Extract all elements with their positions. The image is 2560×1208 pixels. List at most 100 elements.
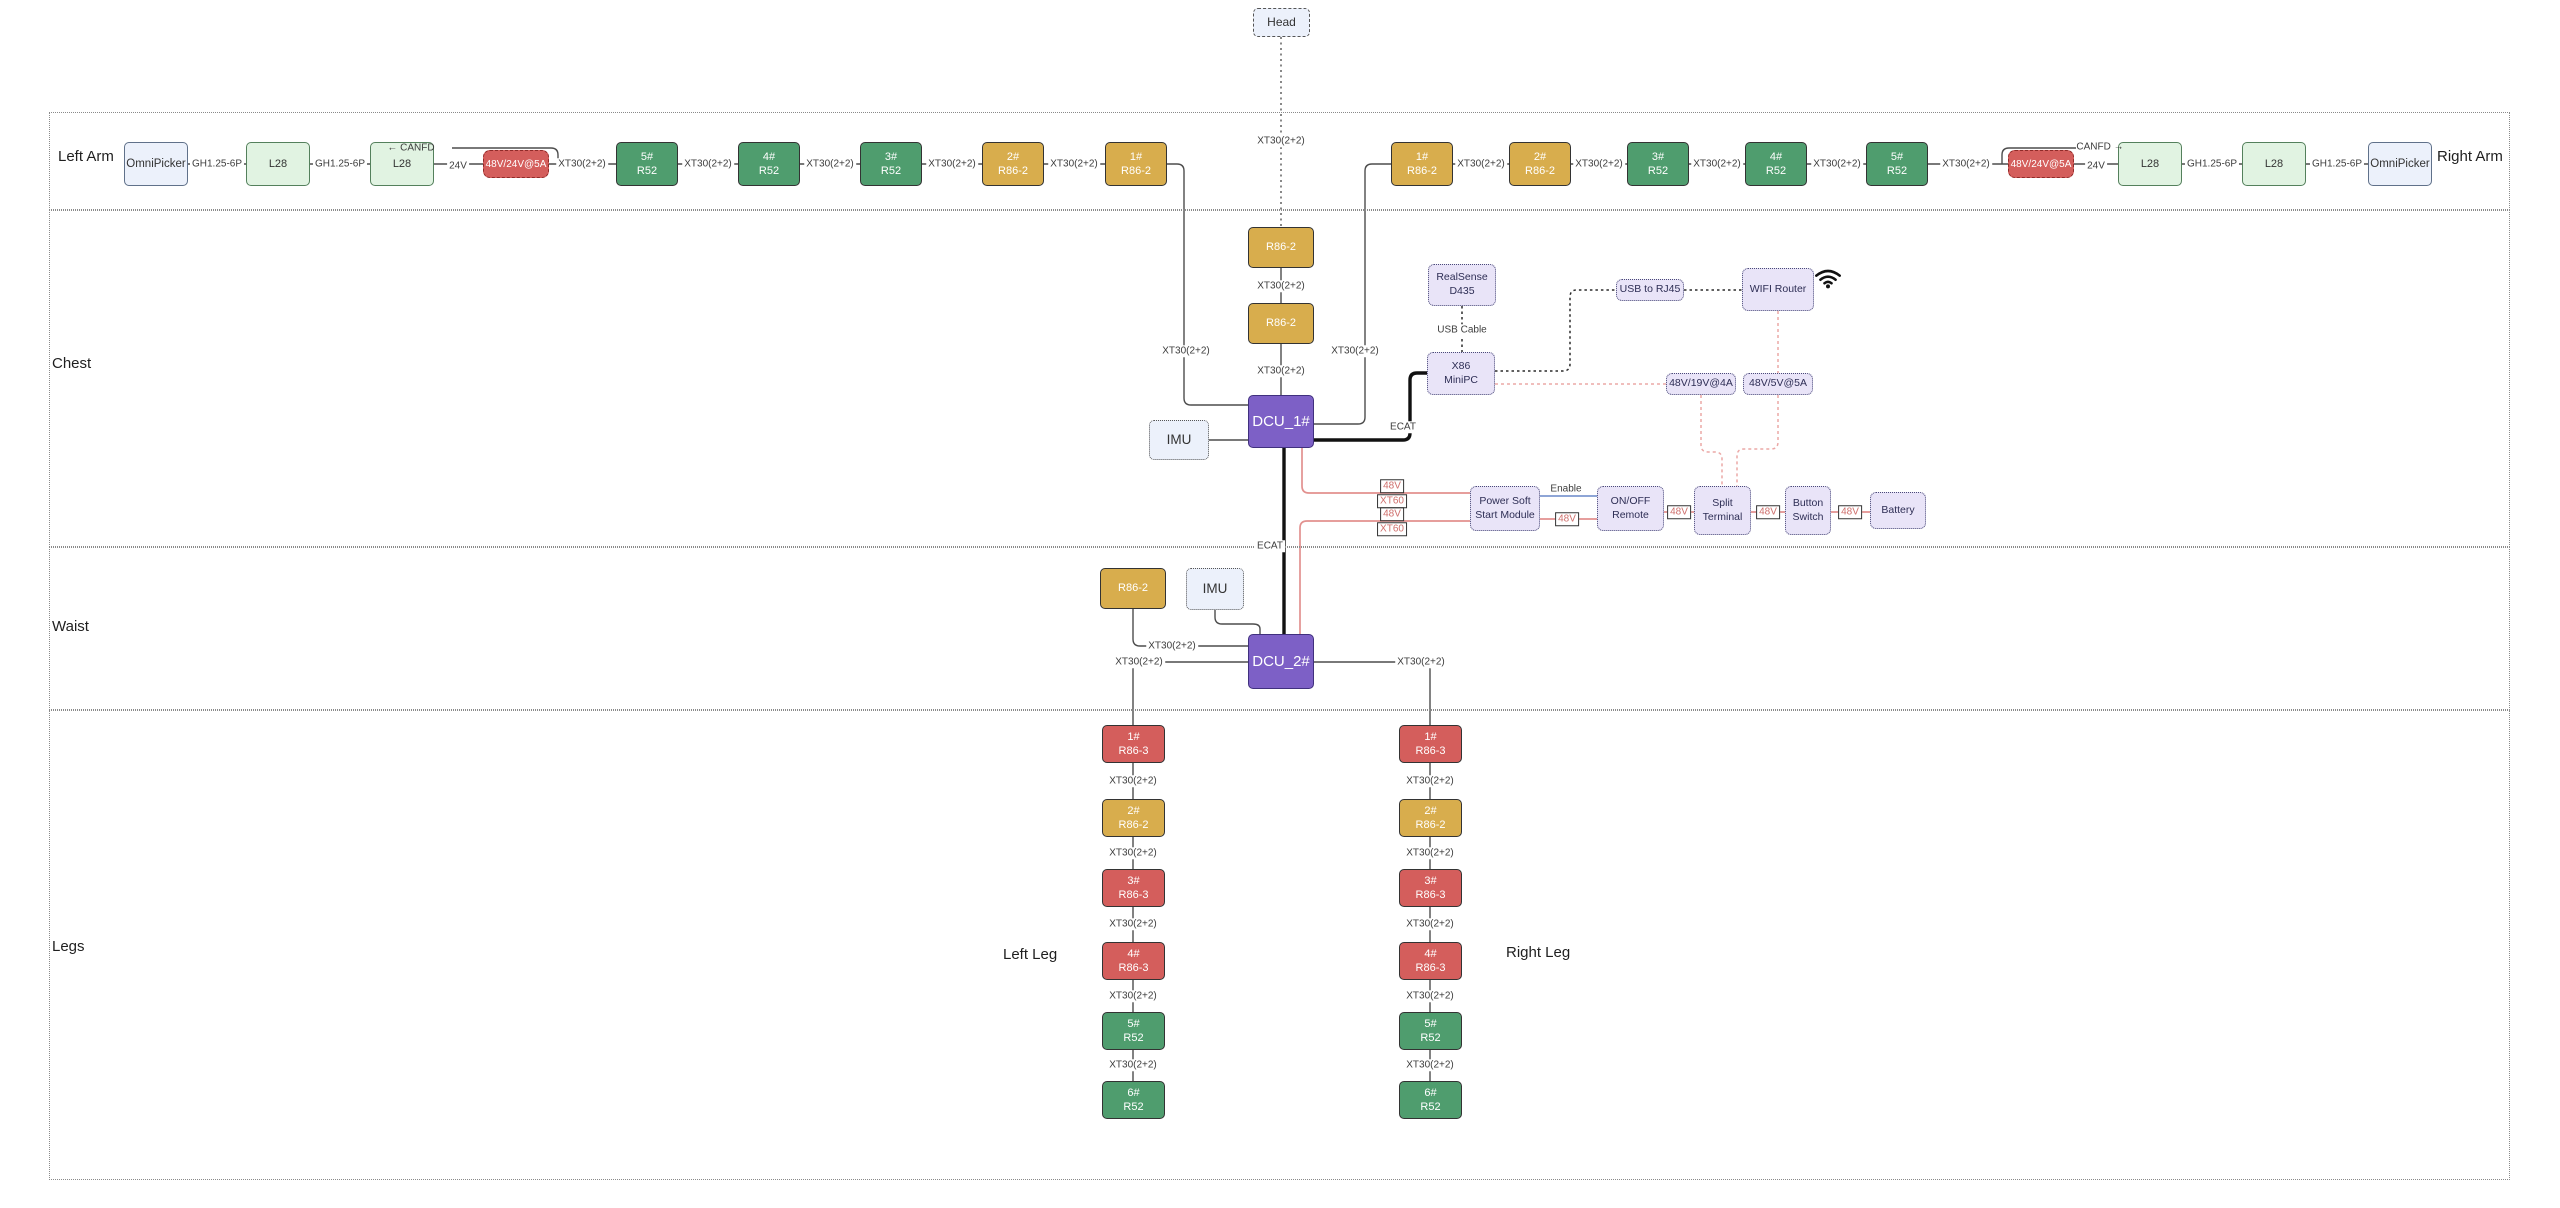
- r86-right-2: 2# R86-2: [1509, 142, 1571, 186]
- split-terminal-label: Split: [1712, 496, 1733, 509]
- r52-right-3-label: 3#: [1651, 150, 1665, 163]
- leg-right-6: 6# R52: [1399, 1081, 1462, 1119]
- conv-48v-5v-label: 48V/5V@5A: [1749, 377, 1807, 390]
- omnipicker-right: OmniPicker: [2368, 142, 2432, 186]
- wire-label-xt-rleg-1: XT30(2+2): [1404, 775, 1456, 787]
- r52-right-5-label: R52: [1886, 165, 1908, 177]
- conv-right-48v-24v-label: 48V/24V@5A: [2010, 158, 2072, 170]
- r52-right-4-label: R52: [1765, 165, 1787, 177]
- wire-label-gh-right-1: GH1.25-6P: [2184, 158, 2240, 170]
- r86-left-2: 2# R86-2: [982, 142, 1044, 186]
- wire-label-xt-lleg-1: XT30(2+2): [1107, 775, 1159, 787]
- leg-right-1: 1# R86-3: [1399, 725, 1462, 763]
- wire-label-xt-rleg-5: XT30(2+2): [1404, 1059, 1456, 1071]
- wire-label-xt-rightarm-drop: XT30(2+2): [1329, 345, 1381, 357]
- imu-chest-label: IMU: [1166, 432, 1192, 448]
- leg-left-5-label: R52: [1123, 1032, 1144, 1044]
- wire-label-pssm-in2-xt60: XT60: [1377, 522, 1407, 536]
- wire-label-xt-left-4: XT30(2+2): [682, 158, 734, 170]
- leg-right-1-label: R86-3: [1415, 745, 1446, 757]
- wire-label-v24-right: 24V: [2085, 160, 2107, 172]
- section-legs: [49, 710, 2510, 1180]
- edge-r86waist-to-dcu2: [1132, 609, 1248, 647]
- power-soft-start-module: Power Soft Start Module: [1470, 486, 1540, 531]
- wire-label-xt-waist-left: XT30(2+2): [1113, 656, 1165, 668]
- wire-label-pssm-in1-xt60: XT60: [1377, 494, 1407, 508]
- wire-label-xt-right-4: XT30(2+2): [1811, 158, 1863, 170]
- leg-right-3-label: R86-3: [1415, 889, 1446, 901]
- wire-label-button-48v: 48V: [1838, 505, 1862, 519]
- wire-label-xt-left-1: XT30(2+2): [1048, 158, 1100, 170]
- left-leg-label: Left Leg: [1003, 946, 1058, 963]
- leg-right-2-label: 2#: [1424, 804, 1437, 817]
- wifi-router: WIFI Router: [1742, 268, 1814, 311]
- r86-left-2-label: R86-2: [998, 165, 1028, 177]
- wire-label-canfd-right: CANFD →: [2076, 141, 2124, 153]
- realsense-d435-label: D435: [1449, 285, 1475, 297]
- power-soft-start-module-label: Start Module: [1475, 508, 1535, 521]
- r86-left-1: 1# R86-2: [1105, 142, 1167, 186]
- wire-label-xt-lleg-2: XT30(2+2): [1107, 847, 1159, 859]
- leg-right-6-label: R52: [1420, 1101, 1441, 1113]
- x86-minipc-label: X86: [1451, 359, 1471, 372]
- dcu-1-label: DCU_1#: [1252, 412, 1310, 430]
- x86-minipc-label: MiniPC: [1444, 373, 1478, 386]
- edge-canfd-left-line: [452, 147, 559, 164]
- waist-label: Waist: [52, 618, 89, 635]
- r52-left-5-label: R52: [636, 165, 658, 177]
- omnipicker-left: OmniPicker: [124, 142, 188, 186]
- leg-right-1-label: 1#: [1424, 730, 1437, 743]
- leg-right-5-label: 5#: [1424, 1017, 1437, 1030]
- wire-label-xt-rleg-4: XT30(2+2): [1404, 990, 1456, 1002]
- wire-label-xt-left-5: XT30(2+2): [556, 158, 608, 170]
- r86-right-1-label: R86-2: [1407, 165, 1437, 177]
- dcu-2: DCU_2#: [1248, 634, 1314, 689]
- leg-left-1-label: R86-3: [1118, 745, 1149, 757]
- r86-right-1: 1# R86-2: [1391, 142, 1453, 186]
- wire-label-xt-lleg-3: XT30(2+2): [1107, 918, 1159, 930]
- imu-waist-label: IMU: [1202, 581, 1228, 597]
- l28-right-1-label: L28: [2140, 157, 2160, 170]
- leg-left-3: 3# R86-3: [1102, 869, 1165, 907]
- wire-label-remote-48v: 48V: [1667, 505, 1691, 519]
- r86-chest-1: R86-2: [1248, 227, 1314, 268]
- legs-label: Legs: [52, 938, 85, 955]
- imu-waist: IMU: [1186, 568, 1244, 610]
- realsense-d435: RealSense D435: [1428, 264, 1496, 306]
- leg-left-5-label: 5#: [1127, 1017, 1140, 1030]
- leg-left-4-label: R86-3: [1118, 962, 1149, 974]
- button-switch: Button Switch: [1785, 486, 1831, 535]
- leg-right-2-label: R86-2: [1415, 819, 1446, 831]
- leg-left-3-label: R86-3: [1118, 889, 1149, 901]
- r52-right-4-label: 4#: [1769, 150, 1783, 163]
- wifi-router-label: WIFI Router: [1749, 282, 1807, 295]
- leg-left-3-label: 3#: [1127, 874, 1140, 887]
- wire-label-pssm-in2-48v: 48V: [1380, 507, 1404, 521]
- leg-left-1-label: 1#: [1127, 730, 1140, 743]
- r52-left-3: 3# R52: [860, 142, 922, 186]
- leg-left-4: 4# R86-3: [1102, 942, 1165, 980]
- r52-left-4: 4# R52: [738, 142, 800, 186]
- section-arms: [49, 112, 2510, 210]
- chest-label: Chest: [52, 355, 92, 372]
- leg-left-6: 6# R52: [1102, 1081, 1165, 1119]
- wire-label-v24-left: 24V: [447, 160, 469, 172]
- leg-right-4: 4# R86-3: [1399, 942, 1462, 980]
- edge-dcu2-to-pssm: [1299, 520, 1470, 634]
- wifi-icon: [1814, 266, 1842, 290]
- r86-left-1-label: 1#: [1129, 150, 1143, 163]
- wire-label-gh-left-1: GH1.25-6P: [189, 158, 245, 170]
- r52-left-4-label: R52: [758, 165, 780, 177]
- wire-label-xt-rleg-2: XT30(2+2): [1404, 847, 1456, 859]
- r52-left-3-label: R52: [880, 165, 902, 177]
- r86-right-2-label: 2#: [1533, 150, 1547, 163]
- button-switch-label: Switch: [1792, 510, 1824, 523]
- omnipicker-right-label: OmniPicker: [2370, 157, 2430, 170]
- wire-label-pssm-in1-48v: 48V: [1380, 479, 1404, 493]
- dcu-1: DCU_1#: [1248, 395, 1314, 448]
- wire-label-xt-right-5: XT30(2+2): [1940, 158, 1992, 170]
- conv-left-48v-24v: 48V/24V@5A: [483, 150, 549, 178]
- r86-right-2-label: R86-2: [1525, 165, 1555, 177]
- wire-label-xt-left-2: XT30(2+2): [926, 158, 978, 170]
- wire-label-pssm-48v-out: 48V: [1555, 512, 1579, 526]
